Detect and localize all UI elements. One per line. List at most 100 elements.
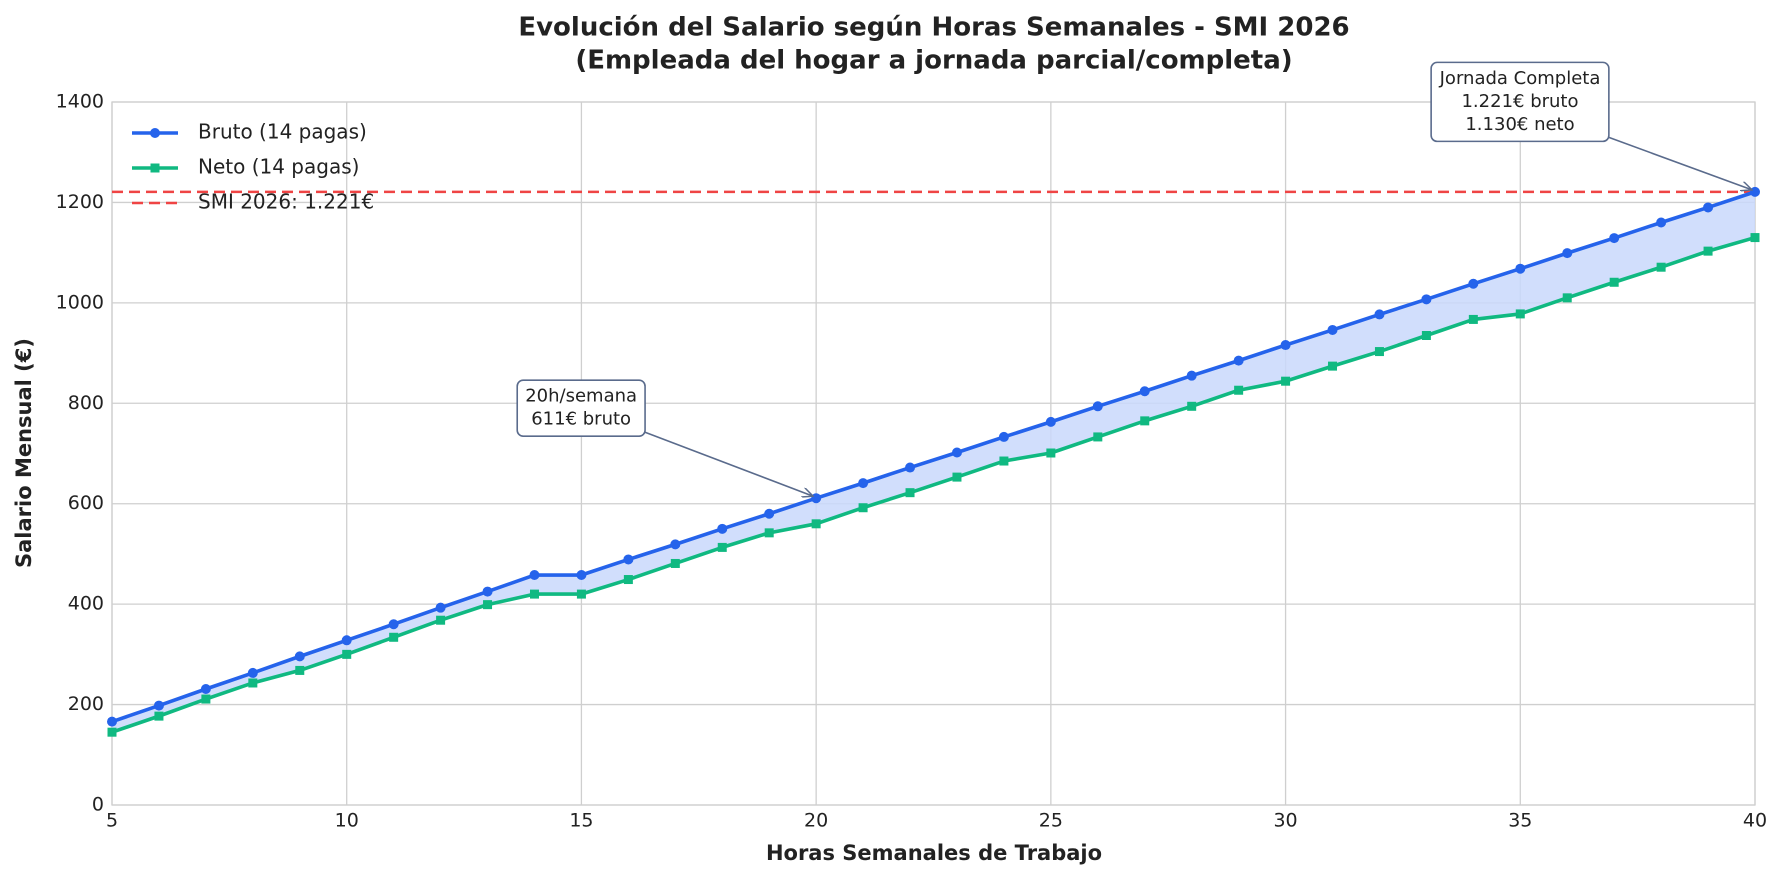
marker [1374,347,1384,357]
marker [670,539,681,550]
marker [341,635,352,646]
marker [1234,385,1244,395]
series-line [111,190,1756,724]
marker [576,589,586,599]
marker [811,493,822,504]
legend-label: SMI 2026: 1.221€ [198,190,374,214]
marker [1328,361,1338,371]
marker [200,684,211,695]
series-line [111,235,1756,734]
marker [1187,401,1197,411]
marker [1609,233,1620,244]
marker [1562,293,1572,303]
marker [811,519,821,529]
chart-subtitle: (Empleada del hogar a jornada parcial/co… [575,46,1292,76]
x-tick-label: 5 [106,810,118,832]
marker [1421,294,1432,305]
marker [1374,309,1385,320]
y-tick-label: 800 [68,392,104,414]
y-tick-label: 1000 [56,291,104,313]
marker [999,456,1009,466]
marker [1656,217,1667,228]
marker [529,589,539,599]
marker [389,632,399,642]
marker [576,570,587,581]
y-tick-label: 600 [68,492,104,514]
y-tick-label: 200 [68,693,104,715]
marker [905,488,915,498]
marker [623,554,634,565]
marker [1515,309,1525,319]
marker [1468,278,1479,289]
marker [1045,416,1056,427]
marker [107,727,117,737]
chart-title: Evolución del Salario según Horas Semana… [518,13,1349,43]
marker [858,503,868,513]
marker [1327,324,1338,335]
marker [952,472,962,482]
marker [342,649,352,659]
marker [764,528,774,538]
legend-marker [150,163,160,173]
marker [1139,386,1150,397]
marker [1656,262,1666,272]
marker [1140,416,1150,426]
legend-label: Neto (14 pagas) [198,155,359,179]
annotation-arrow [644,431,813,496]
x-tick-label: 20 [804,810,828,832]
marker [905,462,916,473]
marker [1609,277,1619,287]
marker [1233,355,1244,366]
y-tick-label: 400 [68,593,104,615]
marker [482,586,493,597]
annotation-box [516,379,646,437]
annotation-arrow [1608,136,1752,190]
marker [951,447,962,458]
x-tick-label: 25 [1039,810,1063,832]
marker [1750,186,1760,197]
marker [153,700,164,711]
y-tick-label: 1200 [56,191,104,213]
annotation-text: 611€ bruto [531,409,631,430]
marker [248,678,258,688]
y-tick-label: 0 [92,794,104,816]
annotation-box [1430,61,1610,143]
marker [295,665,305,675]
marker [1750,233,1760,243]
marker [1280,340,1291,351]
marker [247,667,258,678]
y-tick-label: 1400 [56,91,104,113]
marker [1093,432,1103,442]
marker [388,619,399,630]
annotation-text: 20h/semana [525,386,637,407]
marker [858,478,869,489]
marker [1703,246,1713,256]
x-tick-label: 35 [1508,810,1532,832]
marker [998,431,1009,442]
marker [717,523,728,534]
marker [435,602,446,613]
marker [1281,376,1291,386]
marker [1703,202,1714,213]
legend-label: Bruto (14 pagas) [198,120,367,144]
marker [107,716,117,727]
marker [529,570,540,581]
marker [1468,314,1478,324]
marker [1046,448,1056,458]
marker [717,542,727,552]
marker [1421,330,1431,340]
x-axis-label: Horas Semanales de Trabajo [766,841,1102,865]
annotation-text: Jornada Completa [1439,68,1601,89]
marker [1562,248,1573,259]
annotation-text: 1.130€ neto [1465,114,1574,135]
annotation-text: 1.221€ bruto [1461,91,1578,112]
x-tick-label: 10 [335,810,359,832]
legend: Bruto (14 pagas) Neto (14 pagas) SMI 2026:… [132,120,374,214]
y-axis-label: Salario Mensual (€) [12,338,36,568]
marker [1092,401,1103,412]
legend-marker [150,128,160,138]
marker [483,600,493,610]
